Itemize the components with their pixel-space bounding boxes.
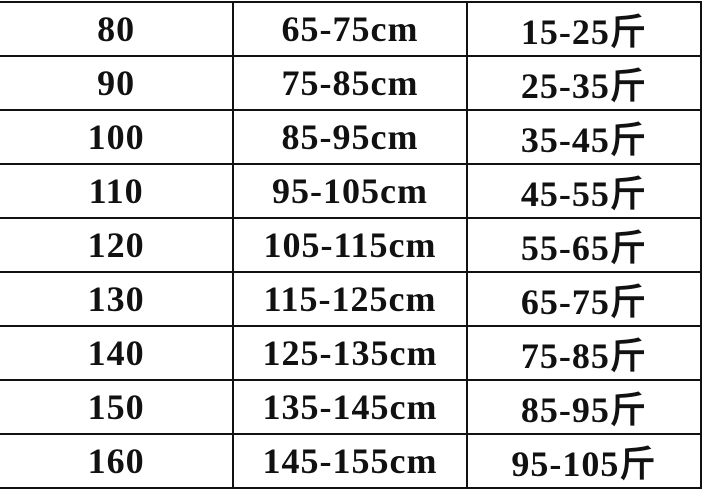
weight-cell: 45-55斤 [465, 163, 702, 219]
size-cell: 100 [0, 109, 235, 165]
size-cell: 120 [0, 217, 235, 273]
table-row: 150 135-145cm 85-95斤 [0, 379, 702, 435]
size-cell: 80 [0, 1, 235, 57]
weight-cell: 55-65斤 [465, 217, 702, 273]
weight-cell: 85-95斤 [465, 379, 702, 435]
height-cell: 105-115cm [232, 217, 468, 273]
table-row: 130 115-125cm 65-75斤 [0, 271, 702, 327]
weight-cell: 65-75斤 [465, 271, 702, 327]
table-row: 80 65-75cm 15-25斤 [0, 1, 702, 57]
height-cell: 85-95cm [232, 109, 468, 165]
table-row: 110 95-105cm 45-55斤 [0, 163, 702, 219]
size-chart-table: 80 65-75cm 15-25斤 90 75-85cm 25-35斤 100 85-95cm… [0, 1, 702, 489]
table-row: 140 125-135cm 75-85斤 [0, 325, 702, 381]
table-row: 90 75-85cm 25-35斤 [0, 55, 702, 111]
height-cell: 135-145cm [232, 379, 468, 435]
size-cell: 150 [0, 379, 235, 435]
size-cell: 110 [0, 163, 235, 219]
weight-cell: 25-35斤 [465, 55, 702, 111]
weight-cell: 75-85斤 [465, 325, 702, 381]
size-cell: 90 [0, 55, 235, 111]
table-row: 120 105-115cm 55-65斤 [0, 217, 702, 273]
weight-cell: 35-45斤 [465, 109, 702, 165]
weight-cell: 95-105斤 [465, 433, 702, 489]
size-cell: 130 [0, 271, 235, 327]
height-cell: 75-85cm [232, 55, 468, 111]
height-cell: 145-155cm [232, 433, 468, 489]
height-cell: 115-125cm [232, 271, 468, 327]
weight-cell: 15-25斤 [465, 1, 702, 57]
height-cell: 95-105cm [232, 163, 468, 219]
size-cell: 160 [0, 433, 235, 489]
height-cell: 125-135cm [232, 325, 468, 381]
table-row: 160 145-155cm 95-105斤 [0, 433, 702, 489]
height-cell: 65-75cm [232, 1, 468, 57]
table-row: 100 85-95cm 35-45斤 [0, 109, 702, 165]
size-cell: 140 [0, 325, 235, 381]
